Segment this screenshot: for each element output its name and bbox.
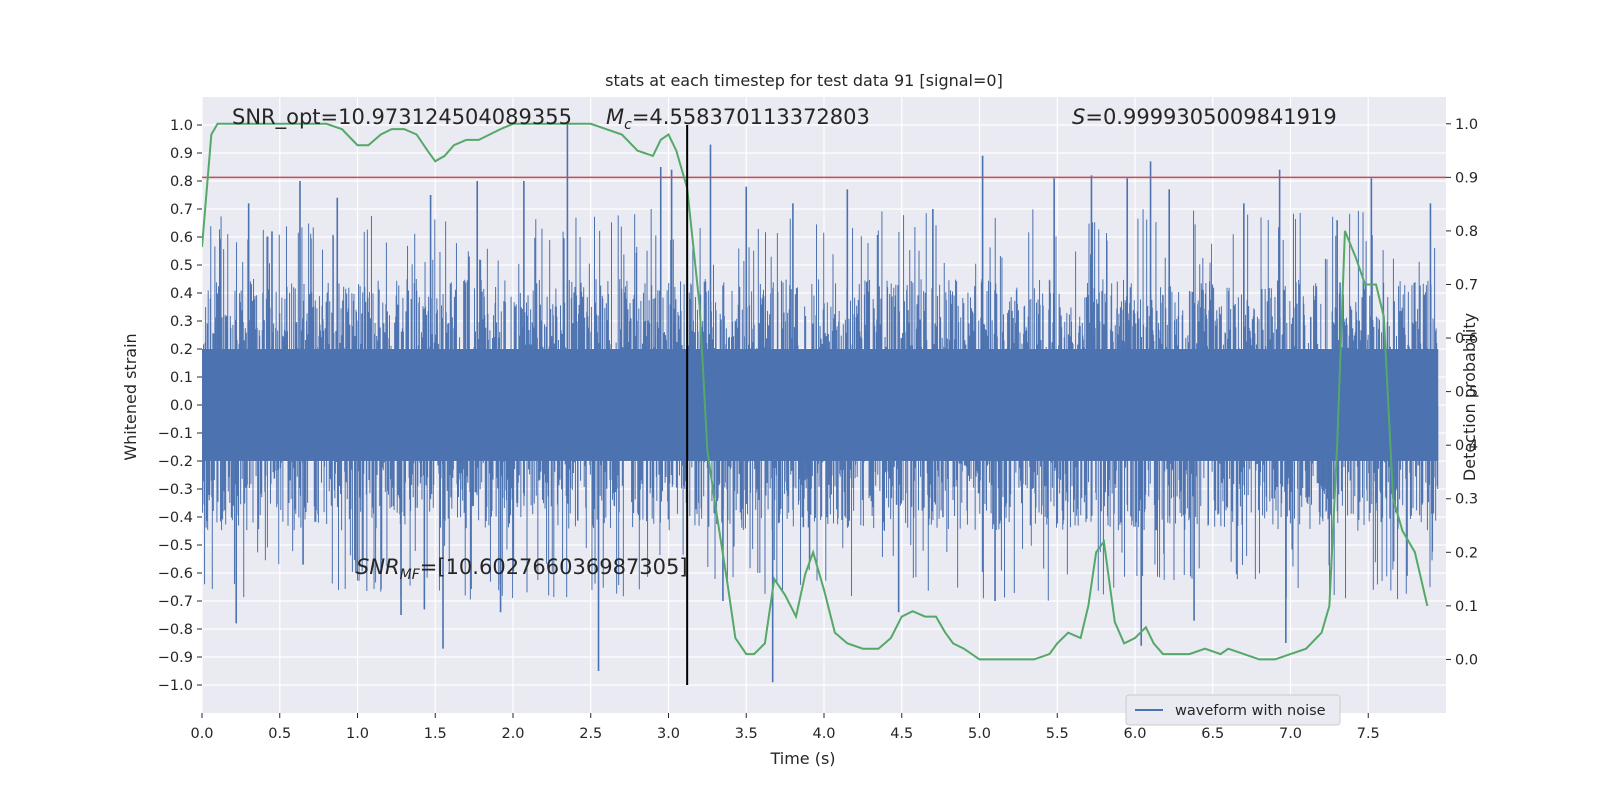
chirp-mass-subscript: c	[624, 117, 632, 133]
x-tick-label: 5.0	[968, 726, 991, 742]
y-tick-label: −0.4	[158, 510, 193, 526]
y-tick-label: 0.8	[170, 174, 193, 190]
y-tick-label: 1.0	[170, 118, 193, 134]
x-tick-label: 2.0	[501, 726, 524, 742]
y-right-axis-label: Detection probability	[1460, 313, 1479, 481]
y-tick-label: 0.5	[170, 258, 193, 274]
x-tick-label: 3.0	[657, 726, 680, 742]
spin-value: =0.9999305009841919	[1085, 105, 1336, 129]
y-tick-label: −0.1	[158, 426, 193, 442]
chirp-mass-symbol: M	[606, 105, 624, 129]
y-tick-label: −0.9	[158, 650, 193, 666]
x-tick-label: 6.5	[1201, 726, 1224, 742]
y-right-tick-label: 0.4	[1455, 438, 1478, 454]
spin-annotation: S=0.9999305009841919	[1072, 105, 1337, 129]
y-right-tick-label: 0.0	[1455, 652, 1478, 668]
x-tick-label: 6.0	[1123, 726, 1146, 742]
snr-mf-value: =[10.602766036987305]	[420, 555, 688, 579]
snr-mf-subscript: MF	[400, 567, 421, 583]
x-axis-ticks: 0.0 0.5 1.0 1.5 2.0 2.5 3.0 3.5 4.0 4.5 5.0 5.5 6.0 6…	[190, 713, 1380, 742]
snr-mf-annotation: SNRMF=[10.602766036987305]	[356, 555, 688, 583]
y-right-tick-label: 0.7	[1455, 277, 1478, 293]
probability-series	[202, 122, 1429, 661]
probability-line	[202, 122, 1429, 661]
x-tick-label: 5.5	[1046, 726, 1069, 742]
legend-label: waveform with noise	[1175, 703, 1326, 719]
waveform-series	[202, 122, 1439, 683]
chirp-mass-value: =4.558370113372803	[632, 105, 870, 129]
y-tick-label: −0.7	[158, 594, 193, 610]
y-right-tick-label: 0.1	[1455, 599, 1478, 615]
y-tick-label: 0.2	[170, 342, 193, 358]
x-tick-label: 1.5	[424, 726, 447, 742]
y-tick-label: 0.4	[170, 286, 193, 302]
y-right-tick-label: 0.9	[1455, 170, 1478, 186]
y-right-axis-ticks: 1.0 0.9 0.8 0.7 0.6 0.5 0.4 0.3 0.2 0.1 0.0	[1446, 117, 1478, 668]
y-right-tick-label: 0.8	[1455, 224, 1478, 240]
chart-title: stats at each timestep for test data 91 …	[605, 71, 1003, 90]
x-tick-label: 2.5	[579, 726, 602, 742]
y-tick-label: 0.3	[170, 314, 193, 330]
y-axis-ticks: 1.0 0.9 0.8 0.7 0.6 0.5 0.4 0.3 0.2 0.1 0.0 −0.1 −0.…	[158, 118, 202, 694]
legend-box	[1125, 694, 1341, 726]
y-tick-label: −0.8	[158, 622, 193, 638]
chirp-mass-annotation: Mc=4.558370113372803	[606, 105, 870, 133]
y-tick-label: −0.3	[158, 482, 193, 498]
x-tick-label: 3.5	[735, 726, 758, 742]
y-right-tick-label: 0.3	[1455, 492, 1478, 508]
y-right-tick-label: 1.0	[1455, 117, 1478, 133]
waveform-trace	[202, 209, 1439, 601]
y-right-tick-label: 0.5	[1455, 385, 1478, 401]
y-tick-label: −0.6	[158, 566, 193, 582]
x-axis-label: Time (s)	[769, 749, 835, 768]
y-tick-label: 0.0	[170, 398, 193, 414]
legend: waveform with noise	[1125, 694, 1341, 726]
x-tick-label: 0.5	[268, 726, 291, 742]
waveform-peaks	[235, 122, 1432, 683]
x-tick-label: 7.5	[1357, 726, 1380, 742]
spin-symbol: S	[1072, 105, 1085, 129]
y-axis-label: Whitened strain	[121, 333, 140, 460]
x-tick-label: 7.0	[1279, 726, 1302, 742]
y-tick-label: 0.1	[170, 370, 193, 386]
snr-mf-symbol: SNR	[356, 555, 400, 579]
x-tick-label: 1.0	[346, 726, 369, 742]
x-tick-label: 4.5	[890, 726, 913, 742]
y-tick-label: 0.7	[170, 202, 193, 218]
y-right-tick-label: 0.6	[1455, 331, 1478, 347]
y-tick-label: 0.9	[170, 146, 193, 162]
y-tick-label: −0.5	[158, 538, 193, 554]
y-tick-label: −1.0	[158, 678, 193, 694]
snr-opt-annotation: SNR_opt=10.973124504089355	[232, 105, 572, 130]
x-tick-label: 4.0	[812, 726, 835, 742]
y-tick-label: 0.6	[170, 230, 193, 246]
y-right-tick-label: 0.2	[1455, 545, 1478, 561]
x-tick-label: 0.0	[190, 726, 213, 742]
y-tick-label: −0.2	[158, 454, 193, 470]
